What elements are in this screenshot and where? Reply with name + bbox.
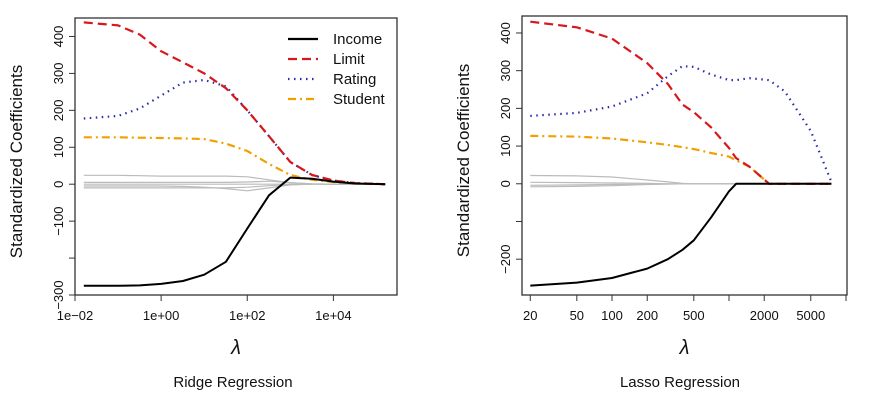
legend-label: Student	[333, 91, 386, 108]
ridge-caption: Ridge Regression	[173, 374, 293, 391]
series-line-income	[83, 176, 386, 287]
other-coefficient-line	[83, 183, 386, 189]
series-line-student	[530, 134, 832, 185]
x-tick-label: 20	[523, 308, 537, 323]
plot-frame	[74, 17, 398, 296]
y-tick-label: 0	[498, 180, 513, 187]
y-tick-label: −300	[51, 280, 66, 309]
y-tick-label: −100	[51, 206, 66, 235]
y-tick-label: −200	[498, 245, 513, 274]
y-tick-label: 300	[498, 60, 513, 82]
lasso-caption: Lasso Regression	[619, 374, 741, 391]
x-tick-label: 1e+00	[143, 308, 180, 323]
y-tick-label: 200	[498, 98, 513, 120]
x-tick-label: 1e−02	[57, 308, 94, 323]
lasso-plot: 20 50 100 200 500 2000 5000 400 300 200 100 0 −200 St…	[454, 15, 848, 359]
legend-label: Limit	[333, 51, 366, 68]
x-tick-label: 1e+02	[229, 308, 266, 323]
x-tick-label: 100	[601, 308, 623, 323]
x-tick-label: 1e+04	[315, 308, 352, 323]
y-axis-label: Standardized Coefficients	[7, 65, 26, 258]
y-tick-label: 100	[51, 136, 66, 158]
x-axis-label: λ	[230, 337, 241, 359]
series-line-limit	[83, 21, 386, 186]
x-tick-label: 200	[636, 308, 658, 323]
legend-label: Income	[333, 31, 382, 48]
ridge-plot: 1e−02 1e+00 1e+02 1e+04 400 300 200 100 0 −100 −30…	[7, 17, 398, 359]
legend-label: Rating	[333, 71, 376, 88]
x-tick-label: 2000	[750, 308, 779, 323]
y-tick-label: 100	[498, 135, 513, 157]
y-tick-label: 0	[51, 181, 66, 188]
plot-frame	[521, 15, 848, 296]
y-tick-label: 200	[51, 99, 66, 121]
y-tick-label: 400	[498, 22, 513, 44]
series-line-student	[83, 136, 386, 186]
x-tick-label: 5000	[796, 308, 825, 323]
legend: Income Limit Rating Student	[288, 31, 386, 108]
series-line-rating	[530, 64, 833, 183]
y-tick-label: 300	[51, 63, 66, 85]
y-tick-label: 400	[51, 26, 66, 48]
series-line-income	[530, 182, 832, 287]
x-tick-label: 500	[683, 308, 705, 323]
series-line-limit	[530, 20, 832, 185]
x-axis-label: λ	[679, 337, 690, 359]
x-tick-label: 50	[570, 308, 584, 323]
y-axis-label: Standardized Coefficients	[454, 64, 473, 257]
